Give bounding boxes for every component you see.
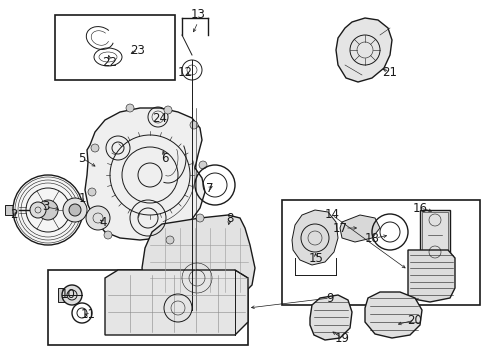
Circle shape <box>88 188 96 196</box>
Text: 7: 7 <box>206 181 213 194</box>
Text: 6: 6 <box>161 152 168 165</box>
Bar <box>5 205 19 215</box>
Polygon shape <box>335 18 391 82</box>
Text: 20: 20 <box>407 314 422 327</box>
Text: 16: 16 <box>412 202 427 215</box>
Circle shape <box>62 285 82 305</box>
Text: 9: 9 <box>325 292 333 305</box>
Polygon shape <box>105 270 247 335</box>
Text: 1: 1 <box>78 192 85 204</box>
Text: 3: 3 <box>42 201 50 213</box>
Text: 15: 15 <box>308 252 323 265</box>
Text: 17: 17 <box>332 221 347 234</box>
Polygon shape <box>339 215 379 242</box>
Text: 10: 10 <box>61 288 75 302</box>
Circle shape <box>91 144 99 152</box>
Text: 21: 21 <box>382 66 397 78</box>
Text: 14: 14 <box>324 208 339 221</box>
Circle shape <box>163 106 172 114</box>
Text: 23: 23 <box>130 44 145 57</box>
Circle shape <box>63 198 87 222</box>
Bar <box>421 212 447 258</box>
Circle shape <box>196 214 203 222</box>
Text: 12: 12 <box>177 66 192 78</box>
Circle shape <box>104 231 112 239</box>
Circle shape <box>38 200 58 220</box>
Text: 24: 24 <box>152 112 167 125</box>
Bar <box>55 15 175 80</box>
Circle shape <box>69 204 81 216</box>
Polygon shape <box>364 292 421 338</box>
Circle shape <box>30 202 46 218</box>
Text: 4: 4 <box>99 216 106 229</box>
Polygon shape <box>142 215 254 302</box>
Text: 19: 19 <box>334 332 349 345</box>
Circle shape <box>13 175 83 245</box>
Bar <box>419 210 449 260</box>
Polygon shape <box>407 250 454 302</box>
Bar <box>282 200 479 305</box>
Circle shape <box>165 236 174 244</box>
Text: 22: 22 <box>102 55 117 68</box>
Circle shape <box>126 104 134 112</box>
Text: 2: 2 <box>10 208 18 221</box>
Polygon shape <box>309 295 351 340</box>
Text: 8: 8 <box>226 211 233 225</box>
Polygon shape <box>291 210 337 265</box>
Text: 11: 11 <box>81 309 95 321</box>
Circle shape <box>86 206 110 230</box>
Circle shape <box>190 121 198 129</box>
Text: 13: 13 <box>190 9 205 22</box>
Polygon shape <box>85 108 204 240</box>
Text: 18: 18 <box>364 231 379 244</box>
Circle shape <box>199 161 206 169</box>
Bar <box>58 288 72 302</box>
Text: 5: 5 <box>78 152 85 165</box>
Bar <box>48 270 247 345</box>
